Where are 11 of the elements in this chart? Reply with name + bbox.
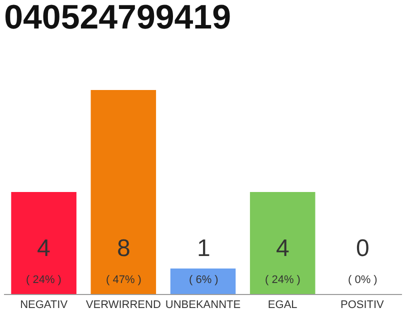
x-tick-label: POSITIV	[340, 299, 385, 312]
x-tick-label: VERWIRREND	[86, 299, 161, 312]
data-label: 0 ( 0% )	[348, 235, 378, 286]
chart-title: 040524799419	[4, 0, 232, 37]
data-label: 8 ( 47% )	[106, 235, 142, 286]
data-label: 1 ( 6% )	[189, 235, 218, 286]
x-tick-label: NEGATIV	[20, 299, 68, 312]
x-tick-label: UNBEKANNTE	[165, 299, 241, 312]
data-label: 4 ( 24% )	[265, 235, 300, 286]
data-label: 4 ( 24% )	[26, 235, 62, 286]
x-tick-label: EGAL	[268, 299, 298, 312]
